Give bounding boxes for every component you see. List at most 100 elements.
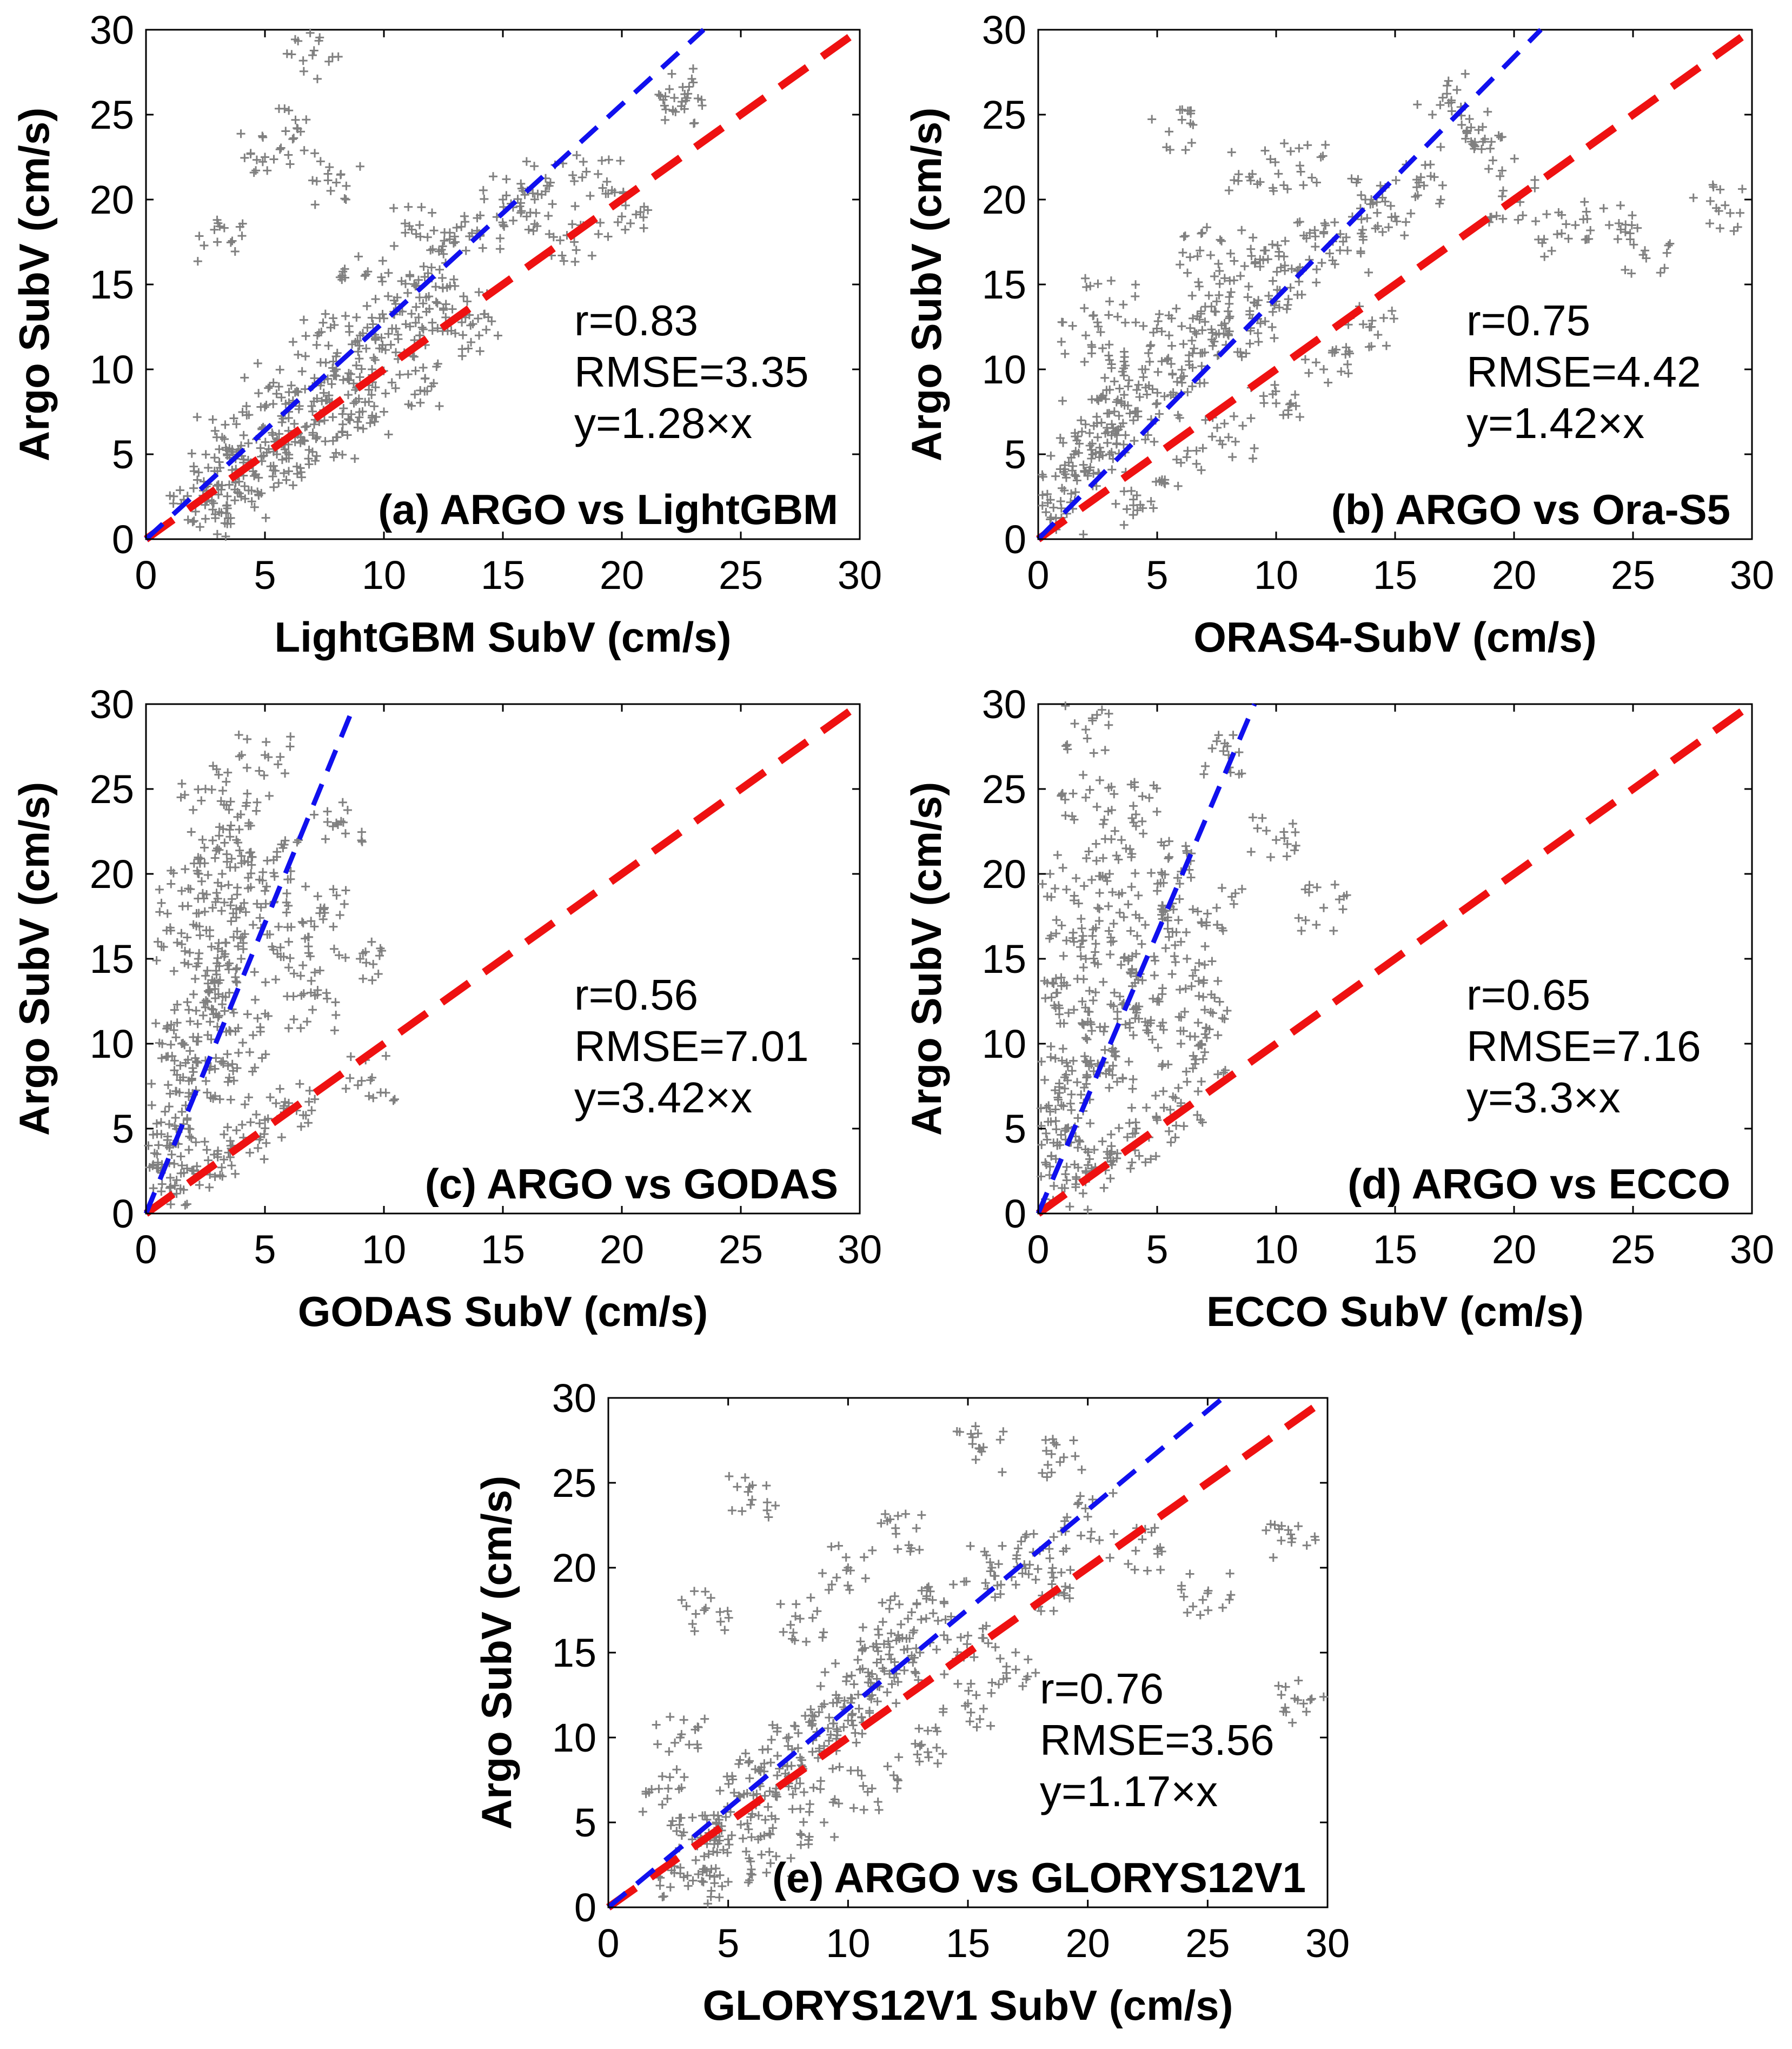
scatter-point-655 — [1081, 420, 1090, 429]
scatter-point-670 — [1119, 371, 1129, 380]
scatter-point-400 — [1066, 1566, 1075, 1575]
scatter-point-353 — [966, 1541, 975, 1550]
scatter-point-238 — [1210, 272, 1219, 281]
scatter-point-520 — [211, 993, 220, 1003]
scatter-point-567 — [159, 942, 168, 951]
scatter-point-357 — [991, 1571, 1000, 1581]
scatter-point-653 — [1070, 428, 1079, 437]
scatter-point-7 — [667, 1866, 676, 1875]
scatter-point-218 — [1130, 778, 1139, 787]
scatter-point-676 — [808, 1613, 817, 1622]
scatter-point-455 — [1081, 1145, 1090, 1154]
scatter-point-350 — [474, 288, 483, 297]
scatter-point-186 — [215, 831, 224, 840]
scatter-point-449 — [1179, 1592, 1189, 1601]
scatter-point-702 — [299, 315, 308, 324]
scatter-point-360 — [369, 960, 378, 969]
scatter-point-692 — [868, 1546, 877, 1555]
scatter-point-535 — [280, 104, 289, 114]
scatter-point-94 — [746, 1813, 755, 1822]
scatter-point-470 — [1633, 223, 1642, 233]
scatter-point-468 — [1277, 1690, 1286, 1700]
scatter-point-527 — [690, 1627, 699, 1636]
scatter-point-515 — [258, 157, 267, 167]
scatter-point-239 — [229, 909, 238, 918]
scatter-point-696 — [834, 1541, 843, 1550]
scatter-point-548 — [1119, 520, 1129, 529]
scatter-point-455 — [254, 1143, 263, 1152]
scatter-point-408 — [1461, 134, 1470, 143]
scatter-point-479 — [260, 1130, 269, 1139]
scatter-point-698 — [281, 399, 290, 408]
scatter-point-326 — [1217, 884, 1226, 893]
scatter-point-270 — [403, 288, 412, 297]
scatter-point-330 — [964, 1631, 972, 1640]
scatter-point-320 — [415, 293, 424, 302]
scatter-point-588 — [223, 492, 232, 501]
scatter-point-307 — [1320, 218, 1329, 228]
scatter-point-593 — [1177, 1039, 1185, 1048]
scatter-point-131 — [791, 1784, 800, 1793]
scatter-point-5 — [676, 1863, 685, 1872]
scatter-point-494 — [683, 89, 693, 98]
scatter-point-343 — [1199, 770, 1209, 779]
scatter-point-257 — [282, 908, 291, 917]
scatter-point-634 — [1049, 503, 1058, 512]
scatter-point-228 — [1126, 926, 1135, 936]
scatter-point-223 — [1222, 324, 1231, 333]
scatter-point-586 — [234, 838, 243, 847]
scatter-point-531 — [250, 1063, 260, 1072]
scatter-point-319 — [419, 299, 428, 308]
scatter-point-544 — [1078, 936, 1087, 945]
scatter-point-162 — [1168, 370, 1177, 379]
stat-rmse: RMSE=3.35 — [574, 348, 809, 396]
scatter-point-397 — [1107, 782, 1116, 791]
scatter-point-302 — [284, 963, 293, 972]
scatter-point-175 — [328, 413, 337, 422]
scatter-point-635 — [938, 1749, 947, 1759]
x-tick-label: 15 — [1373, 553, 1417, 598]
scatter-point-320 — [940, 1599, 949, 1608]
scatter-point-73 — [239, 455, 248, 464]
scatter-point-499 — [1193, 1110, 1202, 1119]
scatter-point-34 — [194, 468, 203, 477]
scatter-point-195 — [208, 836, 217, 845]
scatter-point-490 — [685, 82, 694, 91]
scatter-point-238 — [229, 932, 238, 941]
scatter-point-690 — [262, 401, 271, 410]
scatter-point-458 — [1277, 1536, 1286, 1545]
scatter-point-572 — [698, 1876, 706, 1886]
scatter-point-608 — [828, 1798, 838, 1807]
stat-fit: y=3.42×x — [574, 1073, 752, 1122]
scatter-point-484 — [654, 90, 663, 99]
scatter-point-179 — [805, 1718, 814, 1727]
scatter-point-98 — [181, 946, 190, 956]
scatter-point-431 — [204, 1156, 213, 1165]
scatter-point-166 — [222, 857, 231, 866]
scatter-point-128 — [1095, 888, 1104, 898]
scatter-point-196 — [324, 391, 334, 400]
scatter-point-701 — [1256, 177, 1265, 187]
scatter-point-404 — [530, 220, 539, 229]
scatter-point-215 — [820, 1700, 829, 1709]
scatter-point-155 — [809, 1783, 818, 1792]
scatter-point-413 — [1072, 873, 1081, 883]
scatter-point-404 — [1049, 1606, 1058, 1615]
scatter-point-312 — [1220, 1014, 1229, 1024]
scatter-point-504 — [1041, 1435, 1050, 1444]
scatter-point-10 — [1060, 486, 1069, 495]
scatter-point-640 — [911, 1739, 920, 1748]
scatter-point-464 — [1641, 246, 1649, 255]
scatter-point-559 — [658, 1800, 667, 1809]
scatter-point-208 — [1220, 274, 1229, 283]
scatter-point-228 — [225, 825, 234, 834]
scatter-point-30 — [1058, 1056, 1066, 1065]
scatter-point-581 — [237, 492, 245, 501]
scatter-point-607 — [797, 1831, 806, 1840]
scatter-point-294 — [907, 1608, 916, 1617]
scatter-point-137 — [782, 1734, 791, 1743]
scatter-point-445 — [187, 1133, 196, 1143]
scatter-point-349 — [1266, 853, 1275, 862]
scatter-point-483 — [284, 1098, 293, 1108]
